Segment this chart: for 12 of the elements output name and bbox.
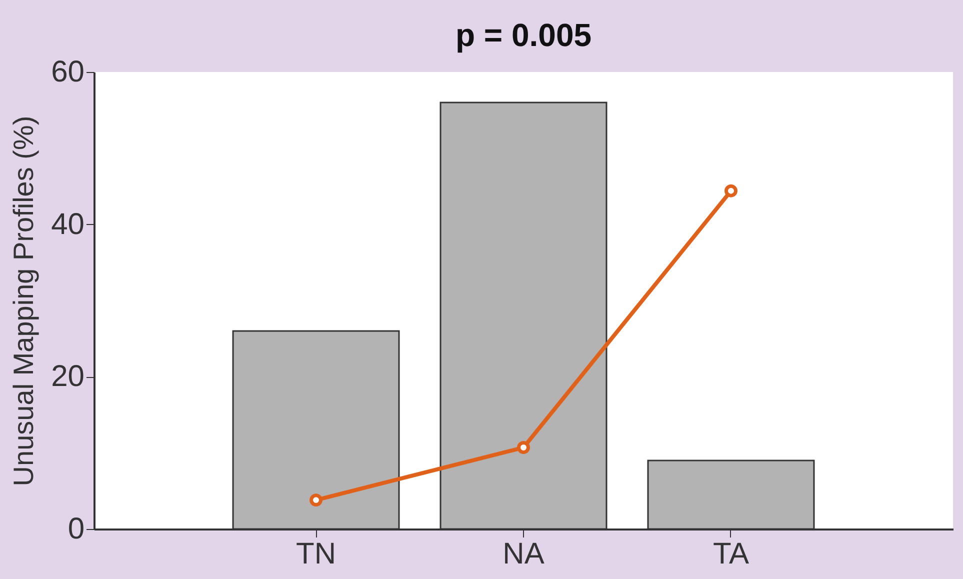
y-tick-label: 60 (51, 56, 84, 88)
x-tick-label: NA (502, 538, 544, 570)
chart-title: p = 0.005 (455, 17, 592, 53)
x-tick-label: TA (712, 538, 750, 570)
y-axis-title: Unusual Mapping Profiles (%) (8, 116, 40, 486)
x-tick-label: TN (296, 538, 336, 570)
y-tick-label: 40 (51, 208, 84, 241)
point (724, 184, 738, 198)
y-tick-label: 20 (51, 360, 84, 394)
y-tick-label: 0 (68, 512, 84, 546)
point (517, 441, 530, 454)
point (310, 494, 323, 507)
